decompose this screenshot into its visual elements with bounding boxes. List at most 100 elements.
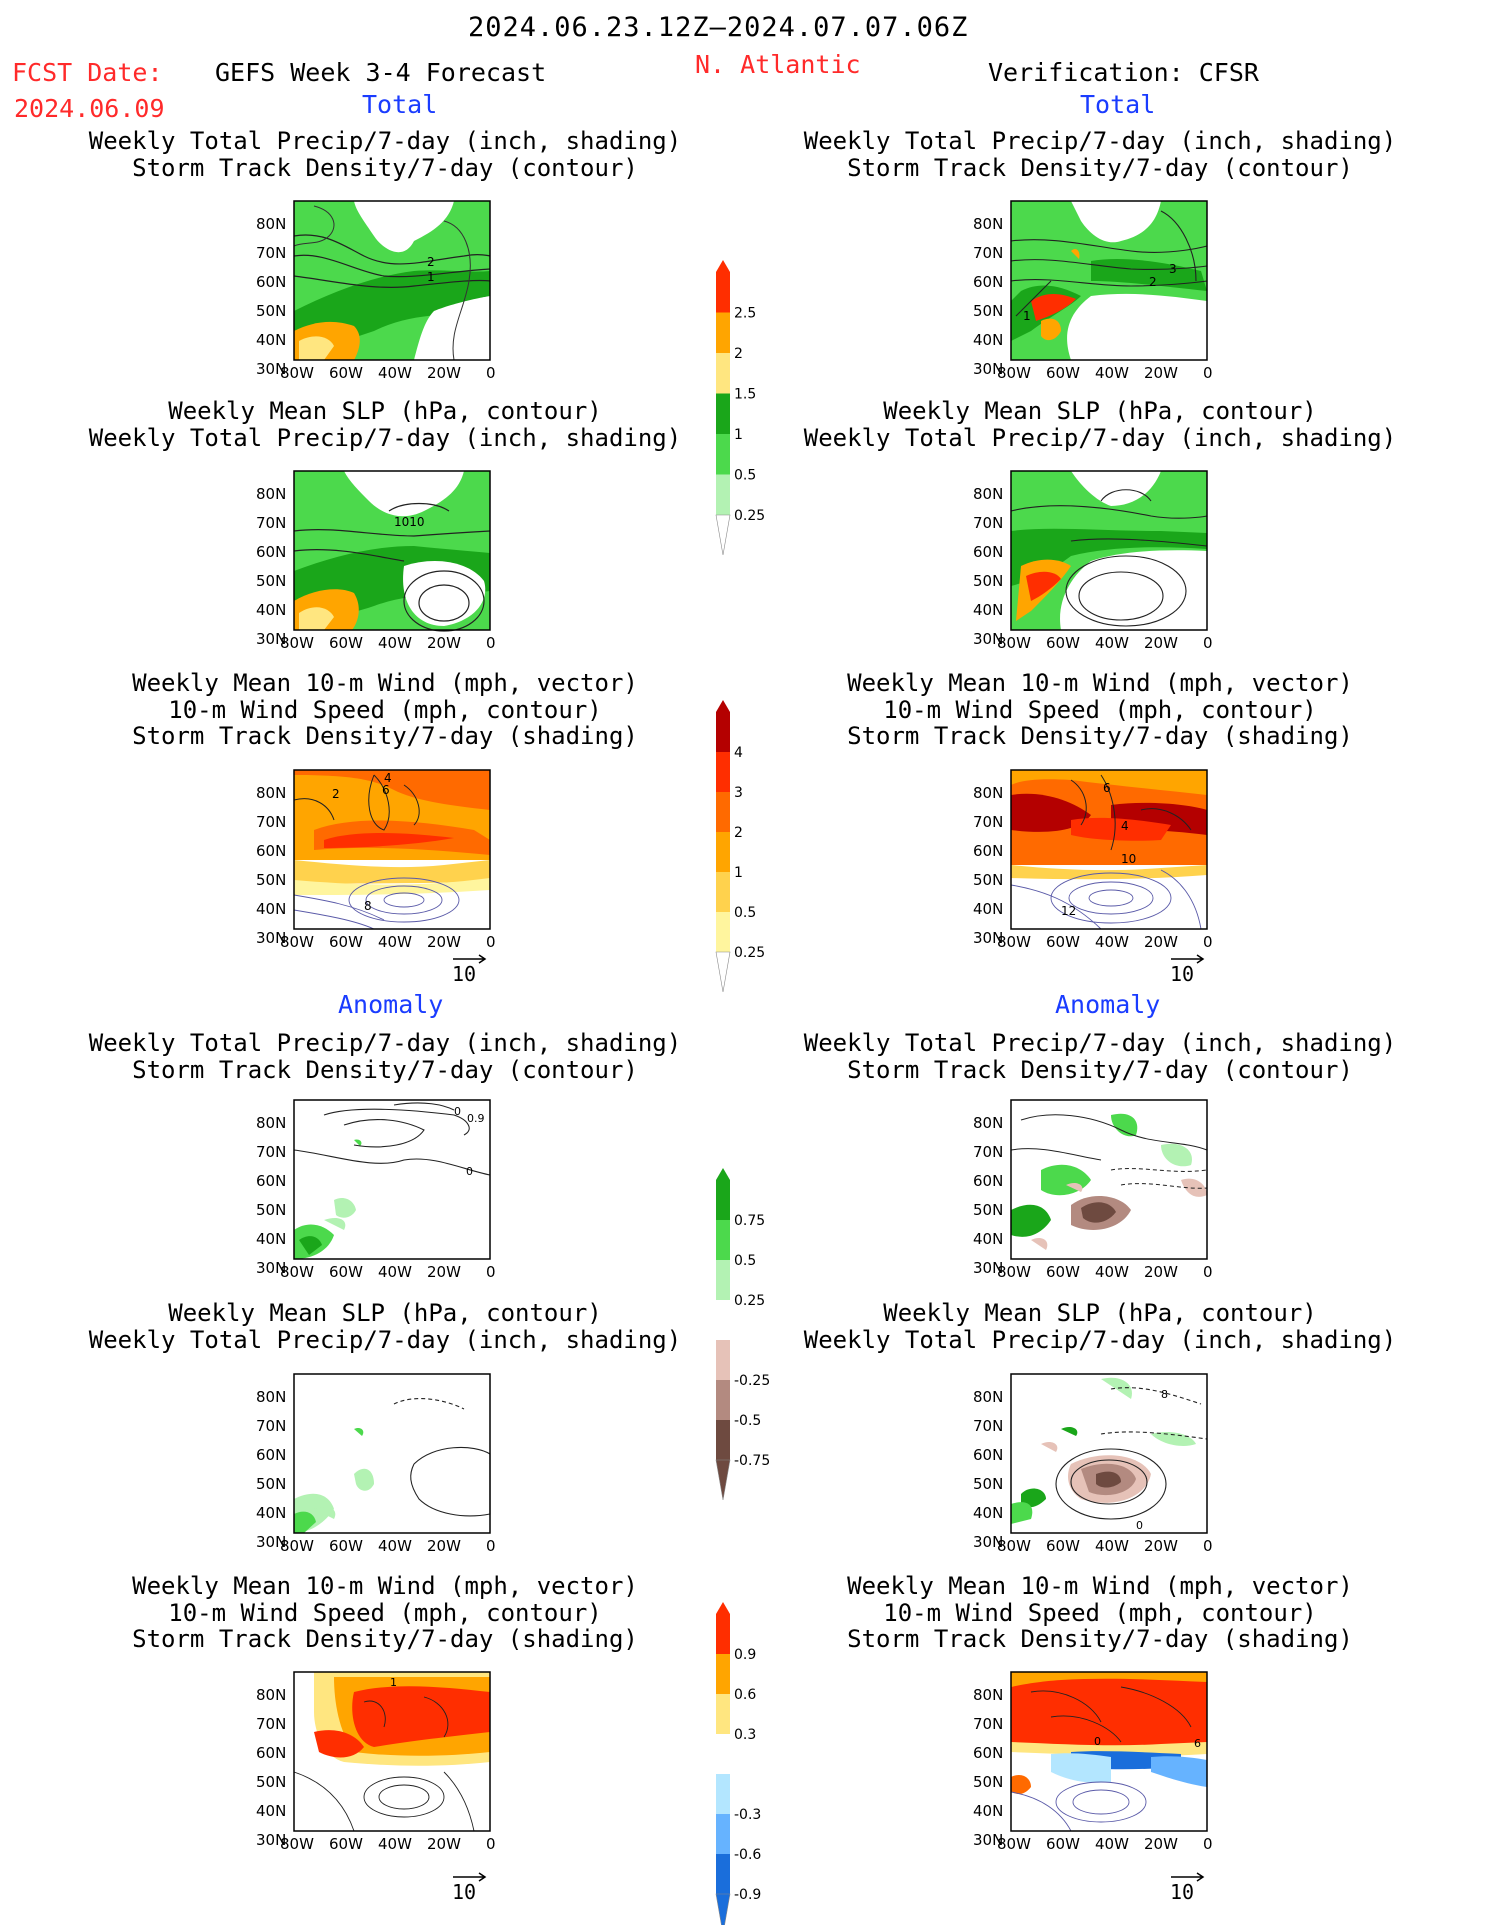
contour-label: 0 [466, 1165, 473, 1178]
colorbar-segment [716, 792, 730, 832]
colorbar-segment [716, 1180, 730, 1220]
lon-tick-label: 20W [427, 1537, 461, 1555]
lat-tick-label: 70N [256, 1715, 287, 1733]
title-line: Storm Track Density/7-day (shading) [847, 722, 1353, 750]
vector-reference-label: 10 [452, 1880, 477, 1904]
contour-label: 1010 [394, 515, 425, 529]
lon-tick-label: 60W [1046, 933, 1080, 951]
lat-tick-label: 30N [973, 1533, 1004, 1551]
colorbar-end-triangle [716, 1602, 730, 1614]
title-line: Weekly Mean 10-m Wind (mph, vector) [847, 669, 1353, 697]
map-total-slp-left: 1010 [293, 470, 491, 632]
lon-tick-label: 0 [1203, 1537, 1213, 1555]
lon-tick-label: 40W [378, 933, 412, 951]
lat-tick-label: 80N [973, 485, 1004, 503]
lon-tick-label: 20W [1144, 1263, 1178, 1281]
lat-tick-label: 70N [973, 813, 1004, 831]
lat-tick-label: 50N [973, 1773, 1004, 1791]
lon-tick-label: 40W [378, 1263, 412, 1281]
lat-tick-label: 80N [973, 1686, 1004, 1704]
title-line: Weekly Total Precip/7-day (inch, shading… [803, 1325, 1397, 1354]
panel-title-total-wind-right: Weekly Mean 10-m Wind (mph, vector) 10-m… [775, 670, 1425, 750]
title-line: 10-m Wind Speed (mph, contour) [168, 1598, 602, 1627]
lat-tick-label: 50N [256, 1475, 287, 1493]
lon-tick-label: 80W [280, 933, 314, 951]
lon-tick-label: 60W [1046, 1835, 1080, 1853]
title-line: 10-m Wind Speed (mph, contour) [168, 695, 602, 724]
lat-tick-label: 50N [973, 1201, 1004, 1219]
lat-tick-label: 50N [256, 572, 287, 590]
lat-tick-label: 80N [973, 215, 1004, 233]
fcst-date: 2024.06.09 [14, 94, 165, 123]
lon-tick-label: 40W [378, 364, 412, 382]
lat-tick-label: 70N [973, 1417, 1004, 1435]
lon-tick-label: 0 [1203, 933, 1213, 951]
lon-tick-label: 40W [1095, 1537, 1129, 1555]
title-line: Storm Track Density/7-day (shading) [132, 722, 638, 750]
colorbar-label: -0.5 [734, 1413, 761, 1429]
colorbar-label: -0.9 [734, 1887, 761, 1903]
lon-tick-label: 80W [997, 634, 1031, 652]
vector-reference-total-right: 10 [1170, 954, 1205, 986]
vector-reference-anom-left: 10 [452, 1872, 487, 1904]
panel-title-total-precip-storm-left: Weekly Total Precip/7-day (inch, shading… [60, 128, 710, 181]
map-anom-slp-left [293, 1373, 491, 1534]
colorbar-segment [716, 1614, 730, 1654]
title-line: Weekly Total Precip/7-day (inch, shading… [803, 423, 1397, 452]
vector-reference-total-left: 10 [452, 954, 487, 986]
lon-tick-label: 60W [1046, 364, 1080, 382]
verification-label: Verification: CFSR [988, 58, 1259, 87]
panel-title-total-slp-left: Weekly Mean SLP (hPa, contour) Weekly To… [60, 398, 710, 451]
contour-label: 1 [1023, 309, 1031, 323]
title-line: Weekly Mean 10-m Wind (mph, vector) [847, 1572, 1353, 1600]
colorbar-segment [716, 872, 730, 912]
lon-tick-label: 80W [997, 1263, 1031, 1281]
map-anom-precip-storm-left: 0 0.9 0 [293, 1099, 491, 1260]
lon-tick-label: 40W [1095, 634, 1129, 652]
contour-label: 6 [1194, 1737, 1201, 1750]
lon-tick-label: 40W [1095, 933, 1129, 951]
contour-label: 8 [364, 899, 372, 913]
title-line: Weekly Mean SLP (hPa, contour) [168, 1299, 602, 1327]
lat-tick-label: 50N [256, 1201, 287, 1219]
lon-tick-label: 0 [486, 1835, 496, 1853]
lat-tick-label: 60N [973, 842, 1004, 860]
lon-tick-label: 80W [280, 1263, 314, 1281]
colorbar-label: 0.25 [734, 508, 765, 524]
lon-tick-label: 60W [1046, 1263, 1080, 1281]
lat-tick-label: 40N [973, 1802, 1004, 1820]
lat-tick-label: 30N [256, 1533, 287, 1551]
lat-tick-label: 40N [256, 601, 287, 619]
vector-reference-label: 10 [1170, 962, 1195, 986]
lon-tick-label: 0 [486, 933, 496, 951]
colorbar-end-triangle [716, 260, 730, 272]
lat-tick-label: 80N [256, 1388, 287, 1406]
lon-tick-label: 0 [486, 1537, 496, 1555]
contour-label: 2 [1149, 275, 1157, 289]
panel-title-total-wind-left: Weekly Mean 10-m Wind (mph, vector) 10-m… [60, 670, 710, 750]
lon-tick-label: 60W [329, 1263, 363, 1281]
colorbar-segment [716, 353, 730, 394]
lon-tick-label: 40W [378, 1835, 412, 1853]
colorbar-segment [716, 1380, 730, 1420]
colorbar-end-triangle [716, 1168, 730, 1180]
vector-reference-label: 10 [452, 962, 477, 986]
colorbar-label: -0.3 [734, 1807, 761, 1823]
title-line: Storm Track Density/7-day (contour) [847, 1055, 1353, 1084]
colorbar-segment [716, 1734, 730, 1774]
lat-tick-label: 80N [256, 784, 287, 802]
lat-tick-label: 40N [256, 900, 287, 918]
title-line: Weekly Total Precip/7-day (inch, shading… [88, 127, 682, 155]
panel-title-anom-precip-storm-right: Weekly Total Precip/7-day (inch, shading… [775, 1030, 1425, 1083]
contour-label: 0 [1094, 1735, 1101, 1748]
colorbar-segment [716, 1420, 730, 1460]
colorbar-end-triangle [715, 951, 731, 993]
lat-tick-label: 70N [256, 813, 287, 831]
lat-tick-label: 30N [973, 360, 1004, 378]
lat-tick-label: 30N [256, 360, 287, 378]
lat-tick-label: 40N [256, 331, 287, 349]
lat-tick-label: 40N [256, 1802, 287, 1820]
model-title: GEFS Week 3-4 Forecast [215, 58, 547, 87]
lon-tick-label: 20W [1144, 1835, 1178, 1853]
lat-tick-label: 60N [973, 543, 1004, 561]
